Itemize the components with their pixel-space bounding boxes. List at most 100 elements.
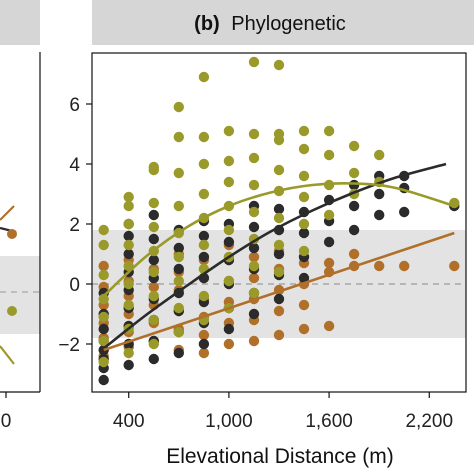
olive-point <box>223 224 235 236</box>
olive-point <box>323 209 335 221</box>
plot-border <box>91 52 467 393</box>
black-point <box>323 236 335 248</box>
olive-point <box>98 224 109 236</box>
olive-point <box>123 299 134 311</box>
left-panel-fragment: 0 <box>0 0 41 432</box>
y-tick-label: −2 <box>58 335 80 356</box>
black-point <box>123 359 134 371</box>
black-point <box>348 224 360 236</box>
x-tick-label: 1,000 <box>205 411 253 432</box>
olive-point <box>148 314 159 326</box>
olive-point <box>148 161 159 173</box>
olive-point <box>198 290 210 302</box>
olive-point <box>198 188 210 200</box>
y-tick-label: 6 <box>69 95 80 116</box>
panel-title: (b) Phylogenetic <box>194 13 346 35</box>
olive-point <box>198 71 210 83</box>
black-point <box>173 242 184 254</box>
black-point <box>148 353 159 365</box>
black-point <box>273 203 285 215</box>
olive-point <box>273 164 285 176</box>
plot-area <box>91 52 467 393</box>
black-point <box>123 230 134 242</box>
brown-point <box>198 347 210 359</box>
olive-point <box>123 239 134 251</box>
black-point <box>273 293 285 305</box>
olive-point <box>248 56 260 68</box>
brown-point <box>399 260 410 272</box>
olive-point <box>173 302 184 314</box>
olive-point <box>273 128 285 140</box>
olive-point <box>248 206 260 218</box>
olive-point <box>298 125 310 137</box>
brown-point <box>323 320 335 332</box>
brown-point <box>323 257 335 269</box>
black-point <box>223 323 235 335</box>
black-point <box>98 323 109 335</box>
x-axis: 400 1,000 1,600 2,200 <box>113 392 453 432</box>
left-panel-olive-fit <box>0 345 15 365</box>
brown-point <box>273 329 285 341</box>
olive-point <box>323 125 335 137</box>
black-point <box>399 206 410 218</box>
olive-point <box>449 197 460 209</box>
olive-point <box>298 191 310 203</box>
brown-point <box>248 335 260 347</box>
brown-fit-line <box>103 231 455 352</box>
left-panel-strip <box>0 0 40 45</box>
black-point <box>148 233 159 245</box>
black-point <box>248 242 260 254</box>
olive-point <box>123 347 134 359</box>
black-point <box>198 338 210 350</box>
olive-point <box>123 191 134 203</box>
scatter-points <box>98 56 460 386</box>
black-point <box>173 347 184 359</box>
olive-point <box>98 269 109 281</box>
y-tick-label: 4 <box>69 155 80 176</box>
black-point <box>148 209 159 221</box>
olive-point <box>148 197 159 209</box>
black-point <box>148 254 159 266</box>
black-point <box>123 248 134 260</box>
olive-point <box>248 260 260 272</box>
brown-point <box>248 251 260 263</box>
olive-point <box>148 221 159 233</box>
olive-point <box>298 143 310 155</box>
black-point <box>223 236 235 248</box>
olive-point <box>248 179 260 191</box>
olive-point <box>298 245 310 257</box>
brown-point <box>248 272 260 284</box>
olive-point <box>173 200 184 212</box>
black-point <box>298 272 310 284</box>
olive-point <box>273 212 285 224</box>
olive-point <box>248 128 260 140</box>
olive-point <box>123 218 134 230</box>
black-point <box>198 230 210 242</box>
olive-point <box>98 239 109 251</box>
brown-point <box>223 338 235 350</box>
olive-point <box>348 140 360 152</box>
brown-point <box>374 260 385 272</box>
olive-point <box>198 239 210 251</box>
x-tick-label: 400 <box>113 411 145 432</box>
left-panel-band <box>0 256 40 334</box>
olive-point <box>348 167 360 179</box>
brown-point <box>348 248 360 260</box>
y-tick-label: 2 <box>69 215 80 236</box>
black-point <box>98 374 109 386</box>
brown-point <box>449 260 460 272</box>
brown-point <box>298 299 310 311</box>
olive-point <box>98 293 109 305</box>
brown-point <box>98 260 109 272</box>
olive-point <box>298 218 310 230</box>
black-point <box>173 263 184 275</box>
olive-fit-line <box>102 182 455 297</box>
olive-point <box>98 311 109 323</box>
olive-point <box>223 275 235 287</box>
left-panel-point <box>7 306 17 316</box>
y-tick-label: 0 <box>69 275 80 296</box>
y-axis: −2 0 2 4 6 <box>58 95 92 356</box>
x-axis-title: Elevational Distance (m) <box>166 445 394 468</box>
olive-point <box>173 101 184 113</box>
